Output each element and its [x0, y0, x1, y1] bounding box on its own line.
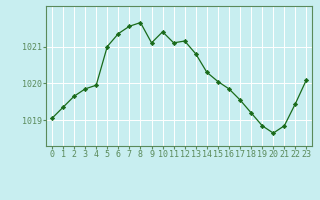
Text: Graphe pression niveau de la mer (hPa): Graphe pression niveau de la mer (hPa) — [41, 180, 279, 190]
